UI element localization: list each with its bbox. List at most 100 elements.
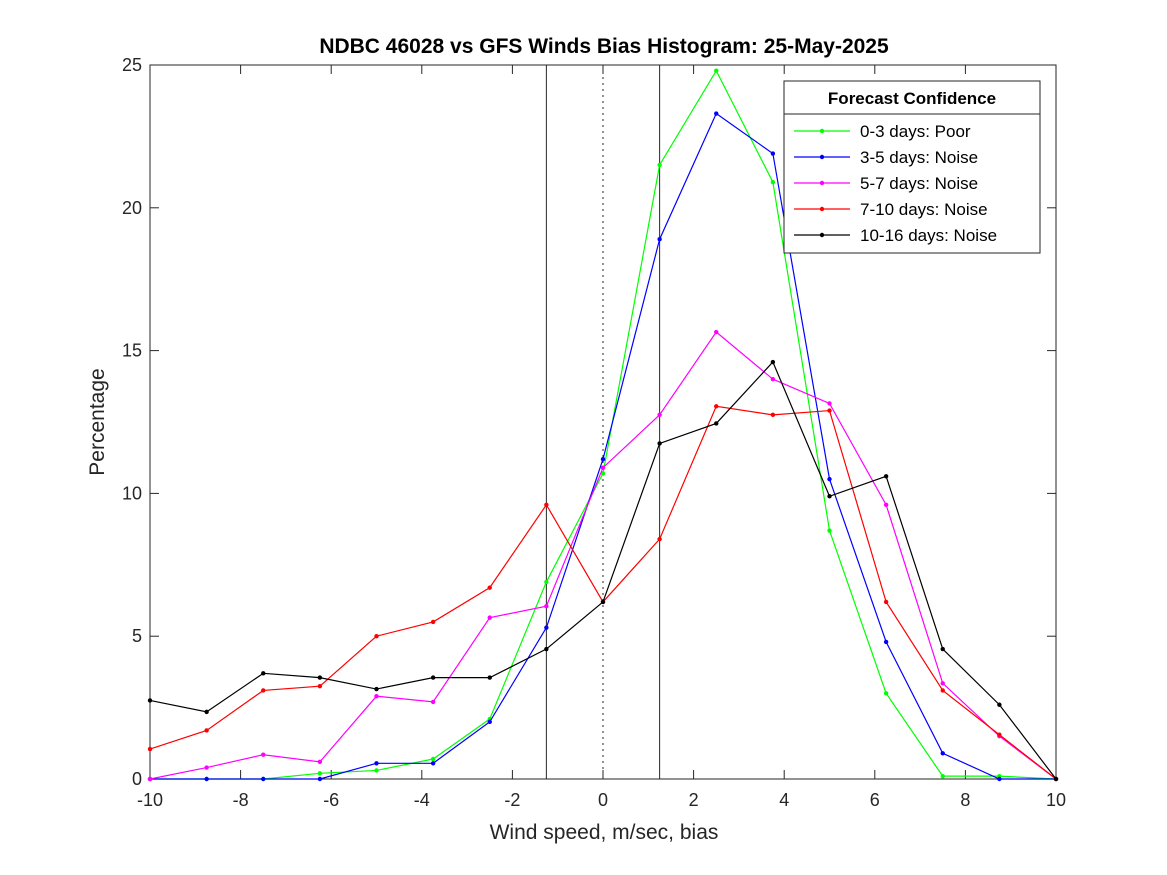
data-point bbox=[317, 759, 323, 765]
data-point bbox=[261, 671, 266, 676]
data-point bbox=[204, 765, 209, 770]
data-point bbox=[657, 162, 662, 168]
data-point bbox=[770, 412, 776, 418]
data-point bbox=[430, 619, 436, 625]
x-tick-label: -6 bbox=[323, 790, 339, 810]
x-tick-label: 10 bbox=[1046, 790, 1066, 810]
data-point bbox=[374, 693, 379, 699]
data-point bbox=[600, 471, 606, 476]
data-point bbox=[827, 494, 832, 499]
y-tick-label: 20 bbox=[122, 198, 142, 218]
data-point bbox=[147, 776, 153, 782]
data-point bbox=[487, 615, 492, 620]
data-point bbox=[657, 536, 662, 542]
x-axis-label: Wind speed, m/sec, bias bbox=[490, 821, 719, 844]
data-point bbox=[827, 401, 832, 406]
data-point bbox=[657, 441, 662, 446]
x-tick-label: 4 bbox=[779, 790, 789, 810]
data-point bbox=[430, 761, 436, 766]
data-point bbox=[997, 702, 1002, 707]
data-point bbox=[770, 359, 776, 365]
data-point bbox=[827, 408, 832, 413]
data-point bbox=[883, 502, 889, 508]
data-point bbox=[374, 761, 379, 766]
legend-swatch-marker bbox=[819, 232, 825, 238]
legend-swatch-marker bbox=[819, 180, 825, 186]
data-point bbox=[997, 776, 1002, 782]
data-point bbox=[940, 773, 945, 779]
x-tick-label: -8 bbox=[233, 790, 249, 810]
data-point bbox=[940, 751, 945, 756]
data-point bbox=[147, 746, 153, 752]
data-point bbox=[430, 756, 436, 762]
legend-title: Forecast Confidence bbox=[828, 89, 996, 108]
data-point bbox=[544, 579, 549, 585]
legend-entry-label: 5-7 days: Noise bbox=[860, 174, 978, 193]
data-point bbox=[430, 675, 436, 680]
data-point bbox=[940, 646, 945, 652]
data-point bbox=[883, 474, 889, 479]
y-tick-label: 15 bbox=[122, 341, 142, 361]
x-tick-label: -10 bbox=[137, 790, 163, 810]
y-tick-label: 5 bbox=[132, 626, 142, 646]
data-point bbox=[204, 776, 209, 782]
data-point bbox=[714, 68, 719, 73]
data-point bbox=[374, 768, 379, 773]
chart-title: NDBC 46028 vs GFS Winds Bias Histogram: … bbox=[319, 35, 889, 58]
data-point bbox=[940, 688, 945, 693]
data-point bbox=[714, 111, 719, 116]
x-tick-label: -4 bbox=[414, 790, 430, 810]
data-point bbox=[600, 456, 606, 462]
data-point bbox=[997, 732, 1002, 737]
data-point bbox=[487, 675, 492, 680]
x-tick-label: 6 bbox=[870, 790, 880, 810]
data-point bbox=[317, 675, 323, 680]
data-point bbox=[544, 625, 549, 630]
data-point bbox=[714, 404, 719, 409]
legend-entry-label: 0-3 days: Poor bbox=[860, 122, 971, 141]
legend-box bbox=[783, 80, 1041, 254]
data-point bbox=[487, 719, 492, 725]
data-point bbox=[147, 698, 153, 703]
x-tick-label: 0 bbox=[598, 790, 608, 810]
data-point bbox=[827, 528, 832, 533]
y-tick-label: 25 bbox=[122, 55, 142, 75]
data-point bbox=[544, 502, 549, 508]
data-point bbox=[714, 421, 719, 426]
y-axis-label: Percentage bbox=[86, 368, 109, 475]
legend-entry-label: 10-16 days: Noise bbox=[860, 226, 997, 245]
data-point bbox=[827, 476, 832, 482]
data-point bbox=[317, 683, 323, 689]
legend-swatch-marker bbox=[819, 128, 825, 134]
data-point bbox=[261, 688, 266, 693]
data-point bbox=[770, 179, 776, 185]
x-tick-label: 2 bbox=[689, 790, 699, 810]
data-point bbox=[204, 709, 209, 715]
data-point bbox=[261, 776, 266, 782]
legend-entry-label: 3-5 days: Noise bbox=[860, 148, 978, 167]
data-point bbox=[600, 465, 606, 470]
data-point bbox=[261, 752, 266, 757]
legend: Forecast Confidence 0-3 days: Poor 3-5 da… bbox=[783, 80, 1041, 254]
data-point bbox=[770, 151, 776, 156]
data-point bbox=[544, 646, 549, 652]
series-1 bbox=[147, 111, 1059, 782]
x-tick-label: -2 bbox=[504, 790, 520, 810]
data-point bbox=[940, 681, 945, 686]
x-tick-label: 8 bbox=[960, 790, 970, 810]
legend-swatch-marker bbox=[819, 206, 825, 212]
data-point bbox=[1053, 776, 1059, 782]
data-point bbox=[770, 376, 776, 382]
data-point bbox=[374, 686, 379, 692]
data-point bbox=[657, 412, 662, 418]
legend-entry-label: 7-10 days: Noise bbox=[860, 200, 988, 219]
y-tick-label: 10 bbox=[122, 483, 142, 503]
data-point bbox=[487, 585, 492, 590]
data-point bbox=[657, 237, 662, 242]
series-2 bbox=[147, 329, 1059, 782]
data-point bbox=[714, 329, 719, 335]
data-point bbox=[317, 771, 323, 776]
data-point bbox=[317, 776, 323, 782]
data-point bbox=[430, 699, 436, 705]
